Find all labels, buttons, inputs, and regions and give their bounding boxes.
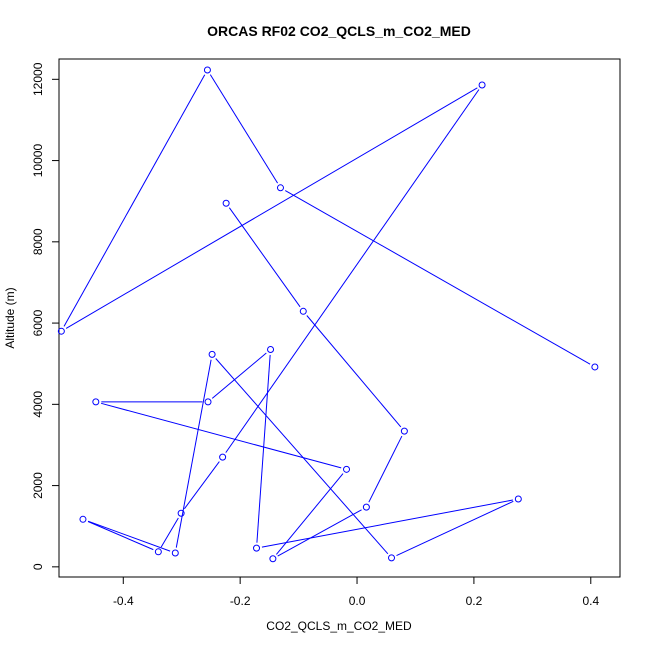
data-point-marker [591,363,599,371]
data-point-marker [208,350,216,358]
data-point-marker [299,307,307,315]
series-line-segment [65,87,478,329]
data-point-marker [177,509,185,517]
series-line-segment [225,89,480,453]
series-line-segment [275,473,344,555]
series-line-segment [209,74,279,184]
data-point-marker [267,345,275,353]
x-tick-label: 0.4 [582,594,599,608]
data-point-marker [478,81,486,89]
data-point-marker [362,503,370,511]
y-tick-label: 10000 [31,144,45,178]
series-line-segment [256,354,271,543]
data-point-marker [92,398,100,406]
chart-title: ORCAS RF02 CO2_QCLS_m_CO2_MED [207,23,471,39]
data-point-marker [171,549,179,557]
data-series [57,66,599,563]
y-axis-label: Altitude (m) [3,287,17,348]
y-tick-label: 8000 [31,228,45,255]
y-tick-label: 2000 [31,472,45,499]
series-line-segment [211,352,267,399]
data-point-marker [343,465,351,473]
y-tick-label: 6000 [31,309,45,336]
x-axis: -0.4 -0.2 0.0 0.2 0.4 [113,576,599,608]
x-axis-label: CO2_QCLS_m_CO2_MED [266,619,412,633]
data-point-marker [222,199,230,207]
data-point-marker [514,495,522,503]
data-point-marker [204,398,212,406]
data-point-marker [219,453,227,461]
series-line-segment [215,358,389,555]
series-line-segment [277,509,362,557]
y-axis: 0 2000 4000 6000 8000 10000 12000 [31,62,60,570]
x-tick-label: -0.4 [113,594,134,608]
data-point-marker [253,544,261,552]
data-point-marker [269,555,277,563]
series-line-segment [160,517,179,548]
data-point-marker [400,427,408,435]
series-line-segment [396,500,514,557]
series-line-segment [261,499,514,548]
series-line-segment [228,207,301,308]
data-point-marker [57,327,65,335]
x-tick-label: -0.2 [230,594,251,608]
series-line-segment [87,520,171,552]
y-tick-label: 0 [31,563,45,570]
series-line-segment [306,315,402,428]
y-tick-label: 12000 [31,62,45,96]
series-line-segment [285,190,591,365]
series-line-segment [100,402,342,469]
series-line-segment [184,461,220,510]
data-point-marker [154,548,162,556]
x-tick-label: 0.2 [466,594,483,608]
series-line-segment [368,435,403,503]
data-point-marker [388,554,396,562]
series-line-segment [63,74,206,327]
data-point-marker [276,184,284,192]
y-tick-label: 4000 [31,391,45,418]
data-point-marker [79,515,87,523]
data-point-marker [203,66,211,74]
series-line-segment [87,521,154,551]
x-tick-label: 0.0 [349,594,366,608]
